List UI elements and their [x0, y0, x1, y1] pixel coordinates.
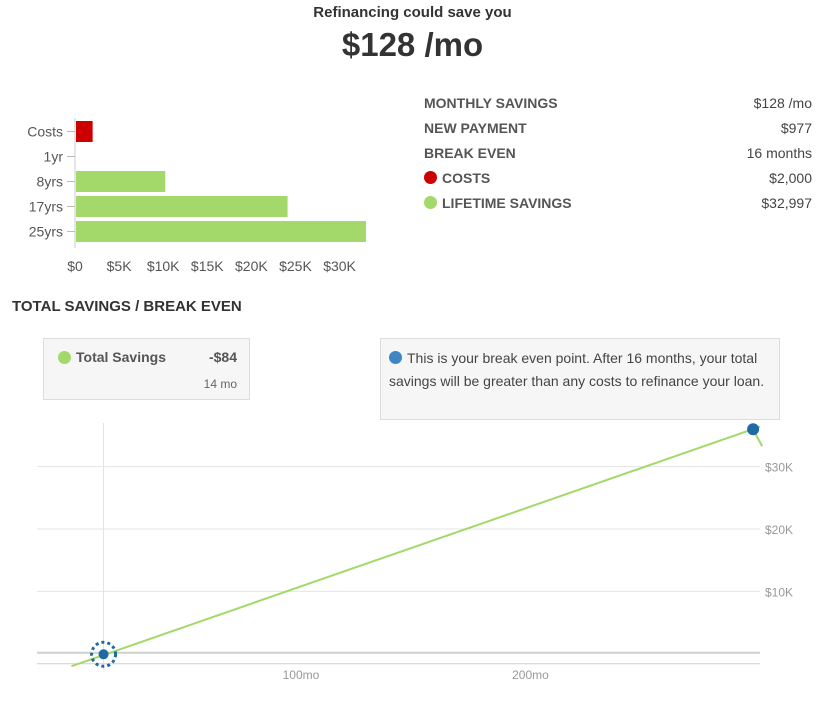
summary-row-monthly-savings: MONTHLY SAVINGS $128 /mo	[424, 90, 812, 115]
y-tick-label: $30K	[765, 461, 793, 475]
savings-bar-chart: Costs 1yr 8yrs 17yrs 25yrs $0 $5K $10K $15K $20K $…	[27, 118, 366, 274]
savings-summary: MONTHLY SAVINGS $128 /mo NEW PAYMENT $97…	[424, 90, 812, 215]
summary-value: $32,997	[761, 194, 812, 211]
bar-category-label: Costs	[27, 124, 63, 140]
bar-x-tick-label: $30K	[323, 258, 356, 274]
section-title: TOTAL SAVINGS / BREAK EVEN	[12, 298, 242, 315]
lifetime-savings-dot-icon	[424, 196, 437, 209]
summary-label: COSTS	[442, 169, 491, 186]
summary-label: LIFETIME SAVINGS	[442, 194, 572, 211]
y-tick-label: $20K	[765, 523, 793, 537]
legend-month: 14 mo	[203, 377, 237, 391]
summary-value: $977	[780, 119, 812, 136]
hover-marker-ring	[90, 640, 118, 668]
savings-amount: $128 /mo	[341, 26, 484, 63]
break-even-dot-icon	[389, 351, 402, 364]
summary-value: 16 months	[746, 144, 812, 161]
summary-row-lifetime-savings: LIFETIME SAVINGS $32,997	[424, 190, 812, 215]
legend-value: -$84	[208, 349, 237, 365]
bar-x-tick-label: $20K	[235, 258, 268, 274]
summary-label-wrap: LIFETIME SAVINGS	[424, 195, 572, 211]
bar-x-tick-label: $15K	[191, 258, 224, 274]
header-subtitle: Refinancing could save you	[313, 4, 512, 21]
total-savings-line	[71, 425, 761, 668]
hover-marker-point	[98, 649, 109, 660]
total-savings-dot-icon	[58, 350, 71, 364]
summary-label: MONTHLY SAVINGS	[424, 94, 558, 111]
summary-value: $2,000	[769, 169, 812, 186]
bar-costs	[76, 121, 93, 142]
bar-category-label: 17yrs	[29, 199, 63, 215]
summary-label: BREAK EVEN	[424, 144, 516, 161]
summary-row-new-payment: NEW PAYMENT $977	[424, 115, 812, 140]
y-tick-label: $10K	[765, 585, 793, 599]
legend-row: Total Savings	[58, 349, 238, 365]
summary-row-break-even: BREAK EVEN 16 months	[424, 140, 812, 165]
bar-17yrs	[76, 196, 288, 217]
bar-category-label: 8yrs	[37, 174, 63, 190]
bar-x-tick-label: $25K	[279, 258, 312, 274]
tooltip-text: This is your break even point. After 16 …	[389, 350, 765, 389]
bar-x-tick-label: $0	[67, 258, 83, 274]
break-even-tooltip: This is your break even point. After 16 …	[380, 338, 780, 420]
chart-legend: Total Savings -$84 14 mo	[43, 338, 250, 400]
bar-25yrs	[76, 221, 366, 242]
end-marker-point	[747, 423, 760, 436]
savings-line-chart[interactable]: $10K $20K $30K 100mo 200mo	[0, 420, 825, 711]
summary-label-wrap: COSTS	[424, 170, 490, 186]
x-tick-label: 200mo	[512, 668, 549, 682]
summary-value: $128 /mo	[753, 94, 812, 111]
bar-8yrs	[76, 171, 166, 192]
tooltip-body: This is your break even point. After 16 …	[389, 347, 771, 393]
legend-series-label: Total Savings	[76, 349, 166, 365]
bar-x-tick-label: $5K	[107, 258, 133, 274]
bar-category-label: 1yr	[44, 149, 64, 165]
summary-label: NEW PAYMENT	[424, 119, 527, 136]
bar-x-tick-label: $10K	[147, 258, 180, 274]
costs-dot-icon	[424, 171, 437, 184]
summary-row-costs: COSTS $2,000	[424, 165, 812, 190]
x-tick-label: 100mo	[283, 668, 320, 682]
bar-category-label: 25yrs	[29, 224, 63, 240]
